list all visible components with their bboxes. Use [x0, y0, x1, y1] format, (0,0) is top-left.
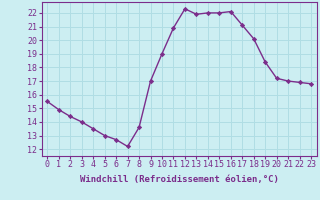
X-axis label: Windchill (Refroidissement éolien,°C): Windchill (Refroidissement éolien,°C) [80, 175, 279, 184]
